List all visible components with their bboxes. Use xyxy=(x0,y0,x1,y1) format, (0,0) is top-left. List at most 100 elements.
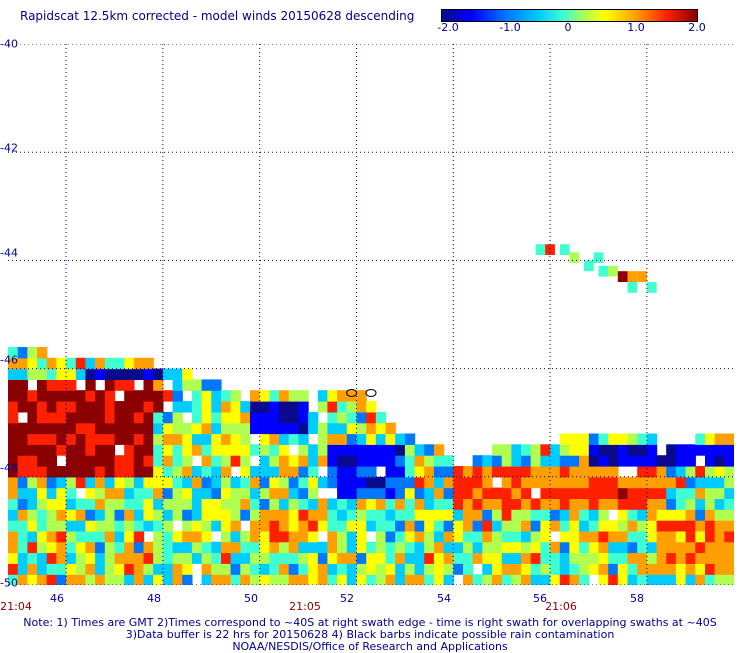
heatmap-cell xyxy=(279,509,290,521)
heatmap-cell xyxy=(308,552,319,564)
heatmap-cell xyxy=(627,476,638,489)
heatmap-cell xyxy=(66,563,77,575)
heatmap-cell xyxy=(463,476,474,489)
heatmap-cell xyxy=(37,422,48,435)
heatmap-cell xyxy=(8,357,19,370)
heatmap-cell xyxy=(724,487,734,499)
heatmap-cell xyxy=(521,541,532,554)
heatmap-cell xyxy=(724,574,734,585)
heatmap-cell xyxy=(153,552,164,564)
heatmap-cell xyxy=(95,444,106,456)
heatmap-cell xyxy=(530,455,541,467)
heatmap-cell xyxy=(443,520,454,532)
heatmap-cell xyxy=(56,466,67,478)
heatmap-cell xyxy=(482,509,493,521)
heatmap-cell xyxy=(46,390,57,402)
heatmap-cell xyxy=(37,347,48,359)
heatmap-cell xyxy=(17,368,28,380)
heatmap-cell xyxy=(424,563,435,575)
heatmap-cell xyxy=(627,433,638,445)
heatmap-cell xyxy=(530,574,541,585)
heatmap-cell xyxy=(617,552,629,564)
heatmap-cell xyxy=(598,444,609,456)
heatmap-cell xyxy=(453,541,464,554)
heatmap-cell xyxy=(124,390,135,402)
heatmap-cell xyxy=(56,401,67,413)
heatmap-cell xyxy=(569,520,580,532)
heatmap-cell xyxy=(37,466,48,478)
heatmap-cell xyxy=(705,574,716,585)
heatmap-cell xyxy=(482,498,493,510)
heatmap-cell xyxy=(114,466,125,478)
heatmap-cell xyxy=(608,265,618,277)
heatmap-cell xyxy=(259,530,270,543)
heatmap-cell xyxy=(404,476,416,489)
heatmap-cell xyxy=(27,411,38,424)
heatmap-cell xyxy=(56,509,67,521)
heatmap-cell xyxy=(511,541,522,554)
heatmap-cell xyxy=(201,466,212,478)
heatmap-cell xyxy=(443,466,454,478)
heatmap-cell xyxy=(521,487,532,499)
heatmap-cell xyxy=(550,455,561,467)
heatmap-cell xyxy=(337,530,348,543)
heatmap-cell xyxy=(646,530,658,543)
heatmap-cell xyxy=(104,401,116,413)
heatmap-cell xyxy=(317,574,329,585)
heatmap-cell xyxy=(724,476,734,489)
heatmap-cell xyxy=(579,466,590,478)
heatmap-cell xyxy=(17,401,28,413)
heatmap-cell xyxy=(17,455,28,467)
heatmap-cell xyxy=(714,541,725,554)
heatmap-cell xyxy=(269,455,280,467)
heatmap-cell xyxy=(356,422,367,435)
heatmap-cell xyxy=(714,433,725,445)
heatmap-cell xyxy=(550,466,561,478)
heatmap-cell xyxy=(8,552,19,564)
heatmap-cell xyxy=(114,530,125,543)
heatmap-cell xyxy=(637,455,648,467)
heatmap-cell xyxy=(269,563,280,575)
heatmap-cell xyxy=(521,552,532,564)
heatmap-cell xyxy=(221,466,232,478)
heatmap-cell xyxy=(104,433,116,445)
heatmap-cell xyxy=(230,487,241,499)
heatmap-cell xyxy=(385,487,396,499)
heatmap-cell xyxy=(172,368,183,380)
heatmap-cell xyxy=(492,498,503,510)
heatmap-cell xyxy=(56,357,67,370)
heatmap-cell xyxy=(443,530,454,543)
heatmap-cell xyxy=(46,368,57,380)
heatmap-cell xyxy=(511,574,522,585)
heatmap-cell xyxy=(472,574,483,585)
heatmap-cell xyxy=(675,455,687,467)
heatmap-cell xyxy=(37,379,48,391)
heatmap-cell xyxy=(288,498,299,510)
heatmap-cell xyxy=(666,541,677,554)
heatmap-cell xyxy=(530,541,541,554)
heatmap-cell xyxy=(559,563,571,575)
heatmap-cell xyxy=(666,487,677,499)
heatmap-cell xyxy=(569,252,580,264)
heatmap-cell xyxy=(201,455,212,467)
heatmap-cell xyxy=(143,357,154,370)
heatmap-cell xyxy=(395,552,406,564)
heatmap-cell xyxy=(356,390,367,402)
heatmap-cell xyxy=(627,271,638,282)
heatmap-cell xyxy=(85,552,96,564)
heatmap-cell xyxy=(598,520,609,532)
heatmap-cell xyxy=(569,541,580,554)
heatmap-cell xyxy=(279,530,290,543)
heatmap-cell xyxy=(414,574,425,585)
heatmap-cell xyxy=(637,444,648,456)
heatmap-cell xyxy=(230,444,241,456)
heatmap-cell xyxy=(66,433,77,445)
heatmap-cell xyxy=(230,541,241,554)
heatmap-cell xyxy=(540,487,551,499)
heatmap-cell xyxy=(230,574,241,585)
heatmap-cell xyxy=(259,487,270,499)
heatmap-cell xyxy=(162,552,174,564)
heatmap-cell xyxy=(627,541,638,554)
heatmap-cell xyxy=(95,509,106,521)
heatmap-cell xyxy=(433,530,445,543)
